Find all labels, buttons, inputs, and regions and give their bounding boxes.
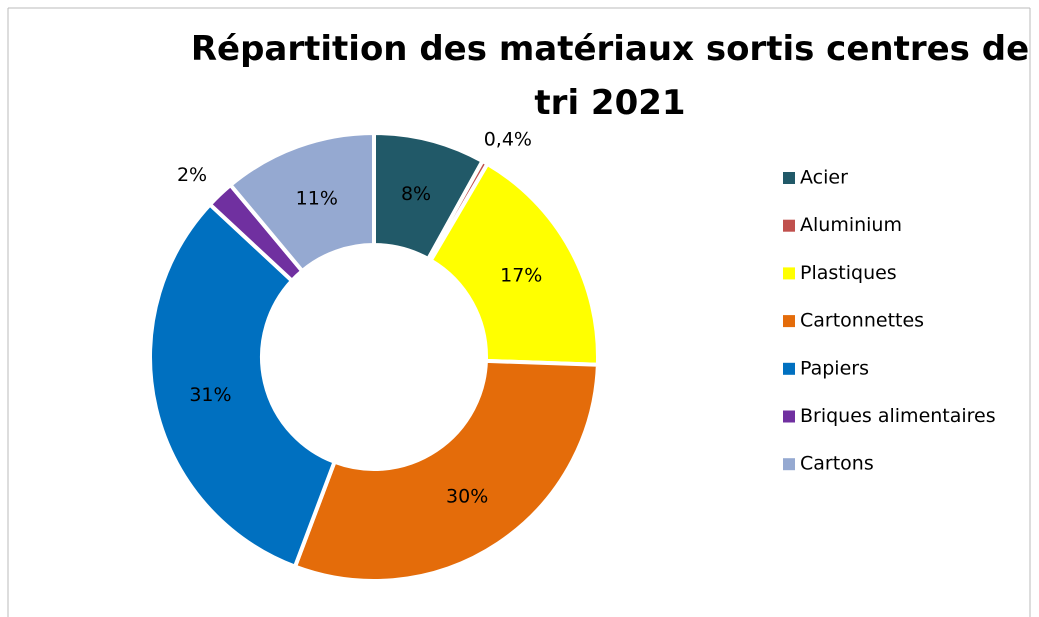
legend-label: Cartons bbox=[800, 453, 874, 475]
donut-slice bbox=[227, 130, 376, 274]
legend-label: Aluminium bbox=[800, 214, 902, 236]
data-label: 0,4% bbox=[484, 128, 532, 150]
data-label: 8% bbox=[401, 183, 431, 205]
legend-label: Cartonnettes bbox=[800, 310, 924, 332]
legend-swatch bbox=[783, 172, 795, 184]
legend-label: Plastiques bbox=[800, 262, 897, 284]
legend-label: Briques alimentaires bbox=[800, 405, 996, 427]
legend-swatch bbox=[783, 362, 795, 375]
data-label: 31% bbox=[189, 384, 231, 406]
data-label: 30% bbox=[446, 485, 488, 507]
legend-swatch bbox=[783, 219, 795, 232]
data-label: 17% bbox=[500, 265, 542, 287]
donut-slice bbox=[148, 201, 338, 570]
donut-slice bbox=[427, 161, 600, 367]
data-label: 2% bbox=[177, 164, 207, 186]
donut-slice bbox=[292, 358, 600, 583]
legend-swatch bbox=[783, 267, 795, 280]
data-label: 11% bbox=[296, 188, 338, 210]
legend-swatch bbox=[783, 410, 795, 423]
legend-label: Acier bbox=[800, 167, 848, 189]
chart-title: Répartition des matériaux sortis centres… bbox=[190, 29, 1030, 123]
legend-label: Papiers bbox=[800, 357, 869, 379]
legend-swatch bbox=[783, 458, 795, 471]
legend-swatch bbox=[783, 315, 795, 328]
